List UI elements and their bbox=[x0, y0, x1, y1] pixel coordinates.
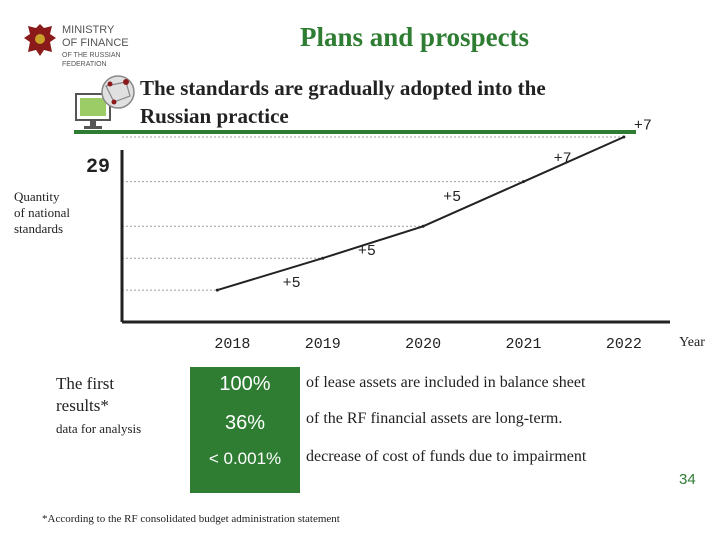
coat-of-arms-icon bbox=[24, 24, 56, 56]
annotation-3: +7 bbox=[554, 151, 572, 168]
page-number: 34 bbox=[679, 471, 696, 488]
y-max-label: 29 bbox=[86, 156, 111, 179]
results-heading-line1: The first bbox=[56, 374, 115, 393]
data-point-4 bbox=[622, 135, 626, 139]
data-point-1 bbox=[321, 256, 325, 260]
x-tick-label-0: 2018 bbox=[214, 336, 250, 353]
subtitle-underline bbox=[74, 130, 636, 134]
footnote: *According to the RF consolidated budget… bbox=[42, 513, 340, 525]
result-text-1: of lease assets are included in balance … bbox=[306, 374, 586, 391]
result-value-2: 36% bbox=[224, 412, 266, 434]
annotation-0: +5 bbox=[283, 275, 301, 292]
x-tick-label-1: 2019 bbox=[305, 336, 341, 353]
y-axis-label-line2: of national bbox=[14, 205, 70, 220]
x-axis-label: Year bbox=[679, 335, 705, 350]
result-value-1: 100% bbox=[219, 373, 271, 395]
result-text-3: decrease of cost of funds due to impairm… bbox=[306, 448, 587, 465]
subtitle: The standards are gradually adopted into… bbox=[140, 74, 546, 130]
results-heading: The first results* bbox=[56, 373, 114, 417]
ministry-subtitle: OF THE RUSSIAN FEDERATION bbox=[62, 52, 121, 68]
result-text-2: of the RF financial assets are long-term… bbox=[306, 410, 563, 427]
data-point-0 bbox=[215, 288, 219, 292]
network-monitor-icon bbox=[75, 75, 135, 129]
result-value-3: < 0.001% bbox=[208, 449, 282, 468]
data-point-2 bbox=[421, 224, 425, 228]
annotation-4: +7 bbox=[634, 117, 652, 134]
ministry-name: MINISTRY OF FINANCE bbox=[62, 24, 129, 50]
results-value-box bbox=[190, 367, 300, 493]
annotation-2: +5 bbox=[443, 189, 461, 206]
x-tick-label-4: 2022 bbox=[606, 336, 642, 353]
ministry-line1: MINISTRY bbox=[62, 24, 115, 36]
ministry-line2: OF FINANCE bbox=[62, 37, 129, 49]
y-axis-label-line3: standards bbox=[14, 221, 64, 236]
y-axis-label: Quantity of national standards bbox=[14, 189, 70, 237]
data-point-3 bbox=[521, 180, 525, 184]
x-tick-label-2: 2020 bbox=[405, 336, 441, 353]
results-heading-line2: results* bbox=[56, 396, 109, 415]
annotation-1: +5 bbox=[358, 243, 376, 260]
y-axis-label-line1: Quantity bbox=[14, 189, 60, 204]
subtitle-line2: Russian practice bbox=[140, 104, 289, 128]
x-tick-label-3: 2021 bbox=[505, 336, 541, 353]
results-subheading: data for analysis bbox=[56, 421, 142, 436]
subtitle-line1: The standards are gradually adopted into… bbox=[140, 76, 546, 100]
page-title: Plans and prospects bbox=[300, 22, 530, 52]
